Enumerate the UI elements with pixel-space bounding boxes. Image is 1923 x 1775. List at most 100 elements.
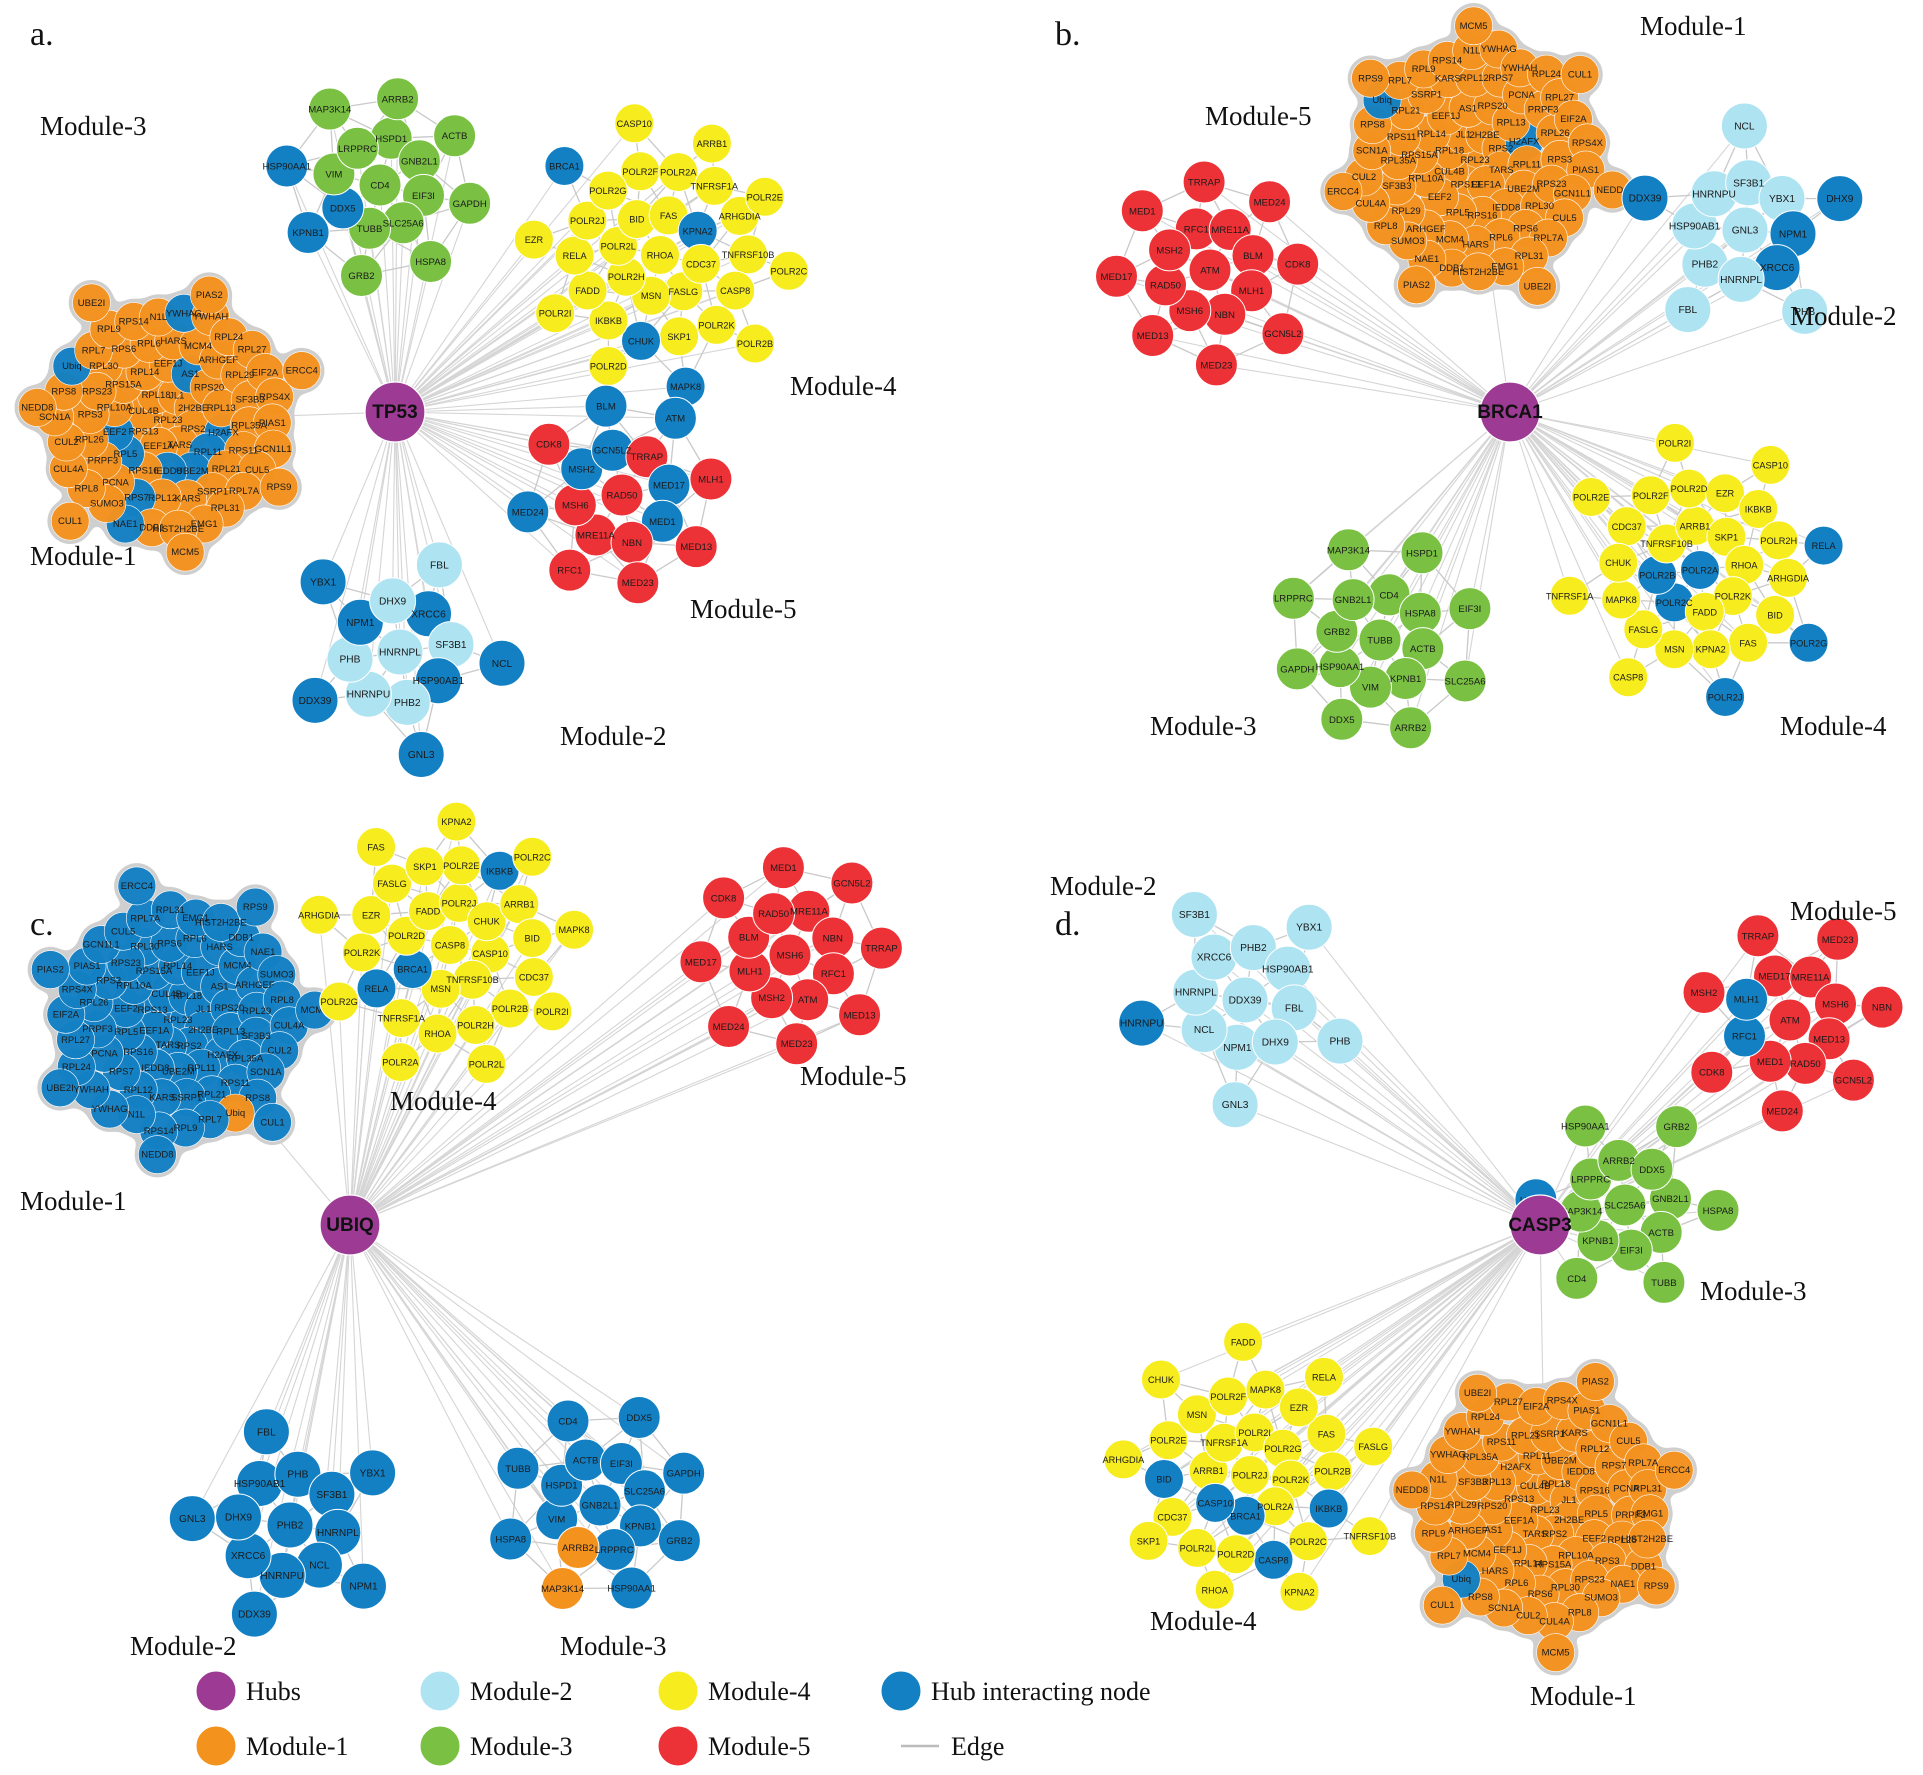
svg-text:RPS7: RPS7 <box>1488 73 1513 84</box>
svg-text:POLR2E: POLR2E <box>1573 493 1609 503</box>
svg-text:MSN: MSN <box>1187 1410 1207 1420</box>
svg-text:CUL5: CUL5 <box>1616 1436 1640 1447</box>
svg-text:RPL24: RPL24 <box>1471 1412 1500 1423</box>
svg-text:SLC25A6: SLC25A6 <box>1445 677 1486 688</box>
svg-text:PRPF3: PRPF3 <box>88 456 119 467</box>
svg-text:MED17: MED17 <box>1101 272 1133 283</box>
svg-text:RPL26: RPL26 <box>75 435 104 446</box>
svg-text:RPS16: RPS16 <box>128 466 158 477</box>
svg-text:Module-5: Module-5 <box>708 1732 811 1761</box>
svg-text:XRCC6: XRCC6 <box>411 609 446 620</box>
svg-text:NAE1: NAE1 <box>1610 1579 1635 1590</box>
svg-text:RPS13: RPS13 <box>1504 1494 1534 1505</box>
svg-text:CDC37: CDC37 <box>686 259 716 269</box>
svg-text:TUBB: TUBB <box>357 224 383 235</box>
svg-text:RPL24: RPL24 <box>214 332 243 343</box>
svg-text:RPL30: RPL30 <box>89 361 118 372</box>
svg-text:RPL29: RPL29 <box>1448 1500 1477 1511</box>
svg-text:POLR2L: POLR2L <box>601 241 636 251</box>
svg-text:KARS: KARS <box>1435 74 1461 85</box>
svg-text:POLR2F: POLR2F <box>1633 491 1669 501</box>
svg-text:FADD: FADD <box>1693 607 1718 617</box>
svg-text:ARRB2: ARRB2 <box>562 1543 594 1554</box>
svg-text:EEF2: EEF2 <box>1582 1534 1606 1545</box>
svg-text:GCN1L1: GCN1L1 <box>83 940 120 951</box>
svg-text:RPS9: RPS9 <box>243 902 268 913</box>
svg-text:DHX9: DHX9 <box>225 1513 253 1524</box>
svg-text:BRCA1: BRCA1 <box>397 965 428 975</box>
svg-text:CASP10: CASP10 <box>1753 460 1788 470</box>
svg-text:POLR2C: POLR2C <box>514 852 551 862</box>
svg-text:MRE11A: MRE11A <box>577 531 615 542</box>
svg-text:MCM5: MCM5 <box>1460 21 1488 32</box>
svg-text:RPL7A: RPL7A <box>1533 233 1564 244</box>
svg-text:POLR2J: POLR2J <box>1708 693 1743 703</box>
svg-text:GNL3: GNL3 <box>1222 1100 1249 1111</box>
svg-text:UBE2I: UBE2I <box>1464 1388 1491 1399</box>
svg-text:POLR2H: POLR2H <box>608 272 645 282</box>
svg-text:YWHAH: YWHAH <box>193 311 229 322</box>
svg-text:MED24: MED24 <box>512 507 545 518</box>
svg-text:RPL11: RPL11 <box>194 447 222 458</box>
svg-text:H2AFX: H2AFX <box>1500 1462 1531 1473</box>
svg-text:RPL30: RPL30 <box>1525 201 1554 212</box>
svg-text:DDX39: DDX39 <box>299 696 332 707</box>
svg-text:NPM1: NPM1 <box>349 1582 378 1593</box>
svg-text:RPS14: RPS14 <box>119 317 149 328</box>
svg-text:KPNB1: KPNB1 <box>1582 1236 1613 1247</box>
svg-text:MSH2: MSH2 <box>1156 245 1183 256</box>
svg-text:UBE2I: UBE2I <box>1524 281 1551 292</box>
svg-text:Module-3: Module-3 <box>560 1631 666 1661</box>
svg-text:RPS3: RPS3 <box>96 976 121 987</box>
svg-text:AS1: AS1 <box>211 981 229 992</box>
svg-text:ARHGEF: ARHGEF <box>1406 224 1446 235</box>
svg-text:IKBKB: IKBKB <box>1745 505 1772 515</box>
svg-text:SSRP1: SSRP1 <box>171 1093 202 1104</box>
svg-text:ACTB: ACTB <box>1410 644 1436 655</box>
svg-text:POLR2A: POLR2A <box>1682 566 1719 576</box>
svg-text:d.: d. <box>1055 906 1081 943</box>
svg-text:LRPPRC: LRPPRC <box>595 1545 634 1556</box>
svg-text:POLR2J: POLR2J <box>442 898 477 908</box>
svg-text:SLC25A6: SLC25A6 <box>1604 1201 1645 1212</box>
svg-text:POLR2B: POLR2B <box>492 1004 528 1014</box>
svg-text:SF3B1: SF3B1 <box>435 640 466 651</box>
svg-text:ARHGEF: ARHGEF <box>199 355 239 366</box>
svg-text:RPL18: RPL18 <box>142 390 171 401</box>
svg-text:RPL18: RPL18 <box>1435 145 1464 156</box>
svg-text:VIM: VIM <box>1362 683 1379 694</box>
svg-text:KARS: KARS <box>1562 1428 1588 1439</box>
svg-text:b.: b. <box>1055 16 1081 53</box>
svg-text:RPL29: RPL29 <box>225 370 254 381</box>
svg-text:RPL14: RPL14 <box>1514 1558 1543 1569</box>
svg-text:PHB: PHB <box>287 1470 308 1481</box>
svg-text:UBE2I: UBE2I <box>78 298 105 309</box>
svg-text:MED23: MED23 <box>622 578 654 589</box>
svg-text:RAD50: RAD50 <box>607 491 638 502</box>
svg-text:RPS16: RPS16 <box>1580 1486 1610 1497</box>
svg-text:RPL7: RPL7 <box>82 345 106 356</box>
svg-text:RPS7: RPS7 <box>124 493 149 504</box>
svg-text:MLH1: MLH1 <box>1734 995 1760 1006</box>
svg-text:POLR2H: POLR2H <box>457 1021 494 1031</box>
svg-text:RPL10A: RPL10A <box>116 980 152 991</box>
svg-text:POLR2J: POLR2J <box>1233 1471 1268 1481</box>
svg-text:FADD: FADD <box>416 907 441 917</box>
svg-text:POLR2I: POLR2I <box>539 309 572 319</box>
svg-text:HIST2H2BE: HIST2H2BE <box>1453 267 1505 278</box>
svg-text:RPS11: RPS11 <box>1387 132 1416 143</box>
svg-text:CUL4A: CUL4A <box>1355 198 1386 209</box>
svg-text:ACTB: ACTB <box>1648 1228 1674 1239</box>
svg-text:HNRNPL: HNRNPL <box>1720 275 1762 286</box>
svg-text:ACTB: ACTB <box>573 1456 599 1467</box>
svg-text:EIF3I: EIF3I <box>1620 1246 1643 1257</box>
svg-text:POLR2K: POLR2K <box>1273 1475 1310 1485</box>
svg-text:HIST2H2BE: HIST2H2BE <box>1621 1534 1673 1545</box>
svg-text:MCM5: MCM5 <box>171 547 199 558</box>
svg-text:RPL26: RPL26 <box>1541 128 1570 139</box>
svg-text:Module-4: Module-4 <box>790 371 897 401</box>
svg-text:EIF2A: EIF2A <box>1560 114 1587 125</box>
svg-text:RPL30: RPL30 <box>130 942 159 953</box>
svg-text:IKBKB: IKBKB <box>1315 1504 1342 1514</box>
svg-text:AS1: AS1 <box>181 369 199 380</box>
